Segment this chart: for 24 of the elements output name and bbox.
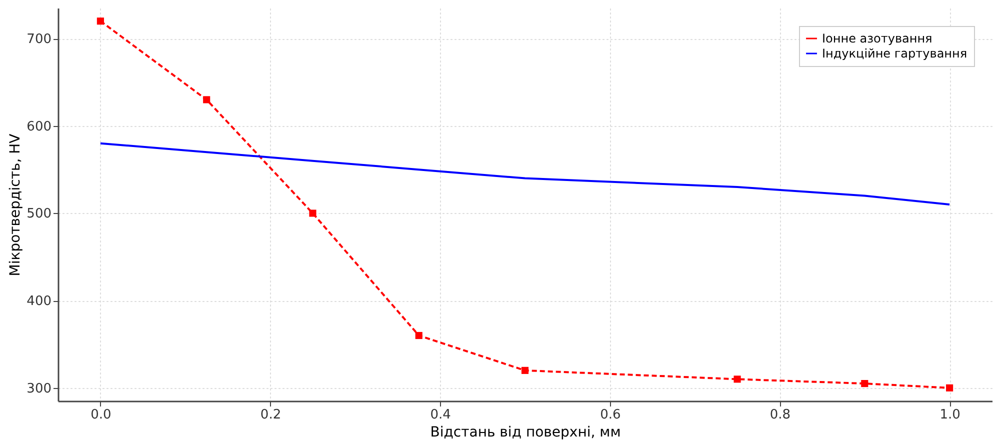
point xyxy=(203,96,210,104)
x-axis-title: Відстань від поверхні, мм xyxy=(430,424,621,440)
y-tick-label: 600 xyxy=(26,119,52,134)
x-tick-label: 0.2 xyxy=(260,408,282,422)
point xyxy=(415,332,422,340)
legend-label: Індукційне гартування xyxy=(822,46,968,60)
y-tick-label: 300 xyxy=(26,381,52,396)
line-series xyxy=(99,142,951,206)
x-tick-label: 0.4 xyxy=(430,408,451,422)
legend-label: Іонне азотування xyxy=(822,32,932,46)
point xyxy=(861,380,868,388)
point xyxy=(734,376,741,383)
x-tick-label: 0.8 xyxy=(770,408,791,422)
x-tick-label: 0.6 xyxy=(600,408,621,422)
point xyxy=(521,366,529,374)
point xyxy=(309,210,316,217)
point xyxy=(946,384,954,392)
point xyxy=(96,18,104,25)
y-tick-label: 700 xyxy=(26,32,52,48)
y-tick-label: 500 xyxy=(26,206,52,222)
y-tick-label: 400 xyxy=(26,294,52,310)
y-axis-title: Мікротвердість, HV xyxy=(8,133,24,276)
x-tick-label: 1.0 xyxy=(940,408,960,422)
x-tick-label: 0.0 xyxy=(90,408,112,422)
